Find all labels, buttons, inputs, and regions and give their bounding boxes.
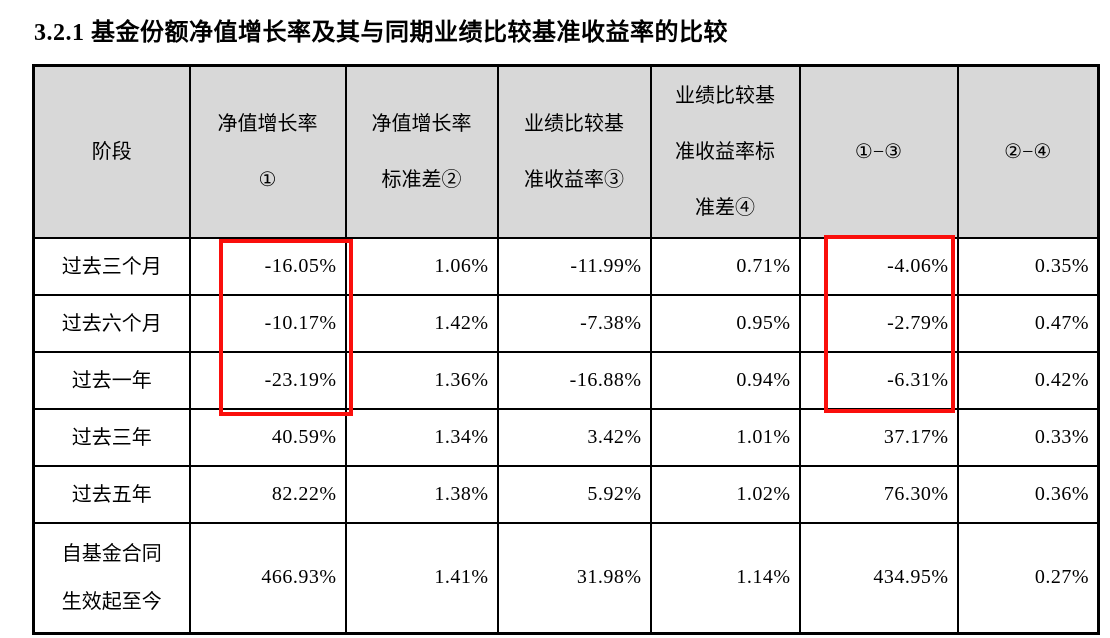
cell-nav-growth-stddev: 1.42% <box>344 294 499 353</box>
cell-benchmark-stddev: 1.14% <box>649 522 801 634</box>
cell-benchmark-return: -7.38% <box>496 294 652 353</box>
header-cell-nav-growth-1: 净值增长率 ① <box>188 64 347 239</box>
cell-nav-growth: 82.22% <box>188 465 347 524</box>
cell-benchmark-return: 5.92% <box>496 465 652 524</box>
cell-diff-1-3: -6.31% <box>798 351 959 410</box>
cell-nav-growth-stddev: 1.41% <box>344 522 499 634</box>
cell-diff-2-4: 0.35% <box>956 237 1100 296</box>
cell-nav-growth: -23.19% <box>188 351 347 410</box>
cell-nav-growth-stddev: 1.06% <box>344 237 499 296</box>
table-row-past-5-years: 过去五年 82.22% 1.38% 5.92% 1.02% 76.30% 0.3… <box>32 465 1100 524</box>
header-cell-nav-growth-stddev-2: 净值增长率 标准差② <box>344 64 499 239</box>
cell-benchmark-stddev: 1.01% <box>649 408 801 467</box>
table-row-past-6-months: 过去六个月 -10.17% 1.42% -7.38% 0.95% -2.79% … <box>32 294 1100 353</box>
fund-performance-table: 阶段 净值增长率 ① 净值增长率 标准差② 业绩比较基 准收益率③ 业绩比较基 … <box>32 64 1100 635</box>
cell-benchmark-return: 31.98% <box>496 522 652 634</box>
row-label: 过去三个月 <box>32 237 191 296</box>
header-cell-diff-2-4: ②−④ <box>956 64 1100 239</box>
cell-diff-2-4: 0.47% <box>956 294 1100 353</box>
cell-benchmark-stddev: 0.95% <box>649 294 801 353</box>
cell-nav-growth-stddev: 1.38% <box>344 465 499 524</box>
cell-benchmark-return: -11.99% <box>496 237 652 296</box>
header-cell-period: 阶段 <box>32 64 191 239</box>
cell-nav-growth-stddev: 1.34% <box>344 408 499 467</box>
cell-diff-1-3: 434.95% <box>798 522 959 634</box>
cell-nav-growth-stddev: 1.36% <box>344 351 499 410</box>
table-row-since-inception: 自基金合同 生效起至今 466.93% 1.41% 31.98% 1.14% 4… <box>32 522 1100 634</box>
row-label: 自基金合同 生效起至今 <box>32 522 191 634</box>
row-label: 过去五年 <box>32 465 191 524</box>
table-row-past-3-years: 过去三年 40.59% 1.34% 3.42% 1.01% 37.17% 0.3… <box>32 408 1100 467</box>
table-row-past-1-year: 过去一年 -23.19% 1.36% -16.88% 0.94% -6.31% … <box>32 351 1100 410</box>
cell-nav-growth: -10.17% <box>188 294 347 353</box>
cell-benchmark-stddev: 1.02% <box>649 465 801 524</box>
cell-diff-2-4: 0.36% <box>956 465 1100 524</box>
cell-diff-2-4: 0.27% <box>956 522 1100 634</box>
cell-nav-growth: -16.05% <box>188 237 347 296</box>
cell-diff-1-3: 76.30% <box>798 465 959 524</box>
row-label: 过去六个月 <box>32 294 191 353</box>
table-header-row: 阶段 净值增长率 ① 净值增长率 标准差② 业绩比较基 准收益率③ 业绩比较基 … <box>32 64 1100 239</box>
cell-diff-1-3: 37.17% <box>798 408 959 467</box>
cell-benchmark-return: 3.42% <box>496 408 652 467</box>
cell-benchmark-stddev: 0.71% <box>649 237 801 296</box>
header-cell-benchmark-stddev-4: 业绩比较基 准收益率标 准差④ <box>649 64 801 239</box>
cell-diff-1-3: -4.06% <box>798 237 959 296</box>
cell-diff-1-3: -2.79% <box>798 294 959 353</box>
cell-benchmark-return: -16.88% <box>496 351 652 410</box>
header-cell-diff-1-3: ①−③ <box>798 64 959 239</box>
cell-benchmark-stddev: 0.94% <box>649 351 801 410</box>
row-label: 过去三年 <box>32 408 191 467</box>
table-row-past-3-months: 过去三个月 -16.05% 1.06% -11.99% 0.71% -4.06%… <box>32 237 1100 296</box>
header-cell-benchmark-return-3: 业绩比较基 准收益率③ <box>496 64 652 239</box>
cell-nav-growth: 40.59% <box>188 408 347 467</box>
cell-nav-growth: 466.93% <box>188 522 347 634</box>
cell-diff-2-4: 0.42% <box>956 351 1100 410</box>
row-label: 过去一年 <box>32 351 191 410</box>
section-title: 3.2.1 基金份额净值增长率及其与同期业绩比较基准收益率的比较 <box>34 20 728 46</box>
cell-diff-2-4: 0.33% <box>956 408 1100 467</box>
